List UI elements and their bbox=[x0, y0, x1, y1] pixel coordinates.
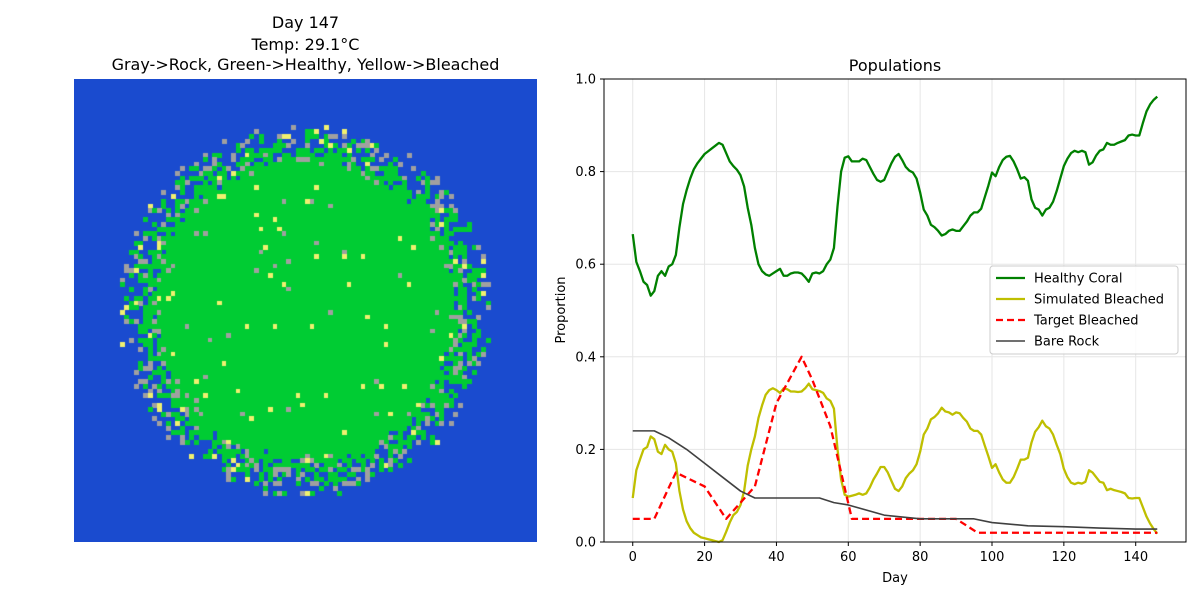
x-tick-label: 140 bbox=[1123, 550, 1148, 565]
grid-title-legend: Gray->Rock, Green->Healthy, Yellow->Blea… bbox=[111, 55, 500, 74]
series-line-target-bleached bbox=[632, 355, 1158, 534]
x-tick-label: 60 bbox=[840, 550, 857, 565]
x-tick-label: 100 bbox=[980, 550, 1005, 565]
legend-label: Simulated Bleached bbox=[1034, 293, 1164, 308]
chart-title: Populations bbox=[849, 56, 941, 75]
series-line-bare-rock bbox=[632, 430, 1158, 530]
reef-grid-canvas bbox=[74, 79, 537, 542]
y-tick-label: 0.6 bbox=[575, 258, 596, 273]
grid-title-day: Day 147 bbox=[271, 13, 340, 32]
series-line-healthy-coral bbox=[631, 95, 1159, 297]
y-tick-label: 0.4 bbox=[575, 350, 596, 365]
x-tick-label: 20 bbox=[696, 550, 713, 565]
y-tick-label: 0.8 bbox=[575, 165, 596, 180]
chart-legend: Healthy Coral Simulated Bleached Target Bl… bbox=[989, 265, 1179, 355]
legend-label: Target Bleached bbox=[1033, 314, 1138, 329]
reef-grid-heatmap bbox=[74, 79, 537, 542]
x-tick-label: 120 bbox=[1051, 550, 1076, 565]
x-tick-label: 0 bbox=[629, 550, 637, 565]
plot-frame bbox=[603, 78, 1187, 543]
y-tick-label: 0.2 bbox=[575, 443, 596, 458]
legend-label: Healthy Coral bbox=[1034, 272, 1122, 287]
series-line-simulated-bleached bbox=[631, 382, 1159, 544]
chart-series bbox=[631, 95, 1159, 544]
y-tick-label: 0.0 bbox=[575, 536, 596, 551]
y-axis-label: Proportion bbox=[554, 276, 569, 343]
legend-label: Bare Rock bbox=[1034, 335, 1100, 350]
y-tick-label: 1.0 bbox=[575, 73, 596, 88]
x-tick-label: 40 bbox=[768, 550, 785, 565]
chart-ticks: 0 20 40 60 80 100 120 140 0.0 0.2 0.4 0.6 0.8 1.0 bbox=[575, 73, 1148, 566]
x-axis-label: Day bbox=[882, 571, 908, 586]
grid-title-temp: Temp: 29.1°C bbox=[251, 35, 360, 54]
x-tick-label: 80 bbox=[912, 550, 929, 565]
legend-box bbox=[989, 265, 1179, 355]
